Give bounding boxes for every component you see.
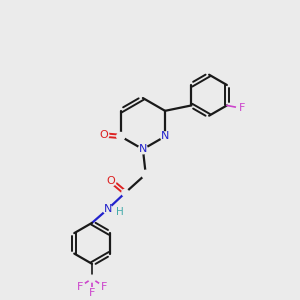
Text: O: O: [99, 130, 108, 140]
Text: H: H: [116, 207, 123, 217]
Text: N: N: [139, 144, 147, 154]
Circle shape: [98, 130, 109, 140]
Text: F: F: [89, 288, 95, 298]
Text: O: O: [107, 176, 116, 186]
Text: F: F: [238, 103, 245, 113]
Text: N: N: [161, 131, 169, 141]
Text: N: N: [103, 204, 112, 214]
Circle shape: [117, 132, 125, 140]
Text: F: F: [77, 282, 83, 292]
Circle shape: [142, 170, 150, 178]
Circle shape: [106, 176, 116, 186]
Circle shape: [87, 288, 97, 298]
Circle shape: [115, 208, 124, 216]
Circle shape: [160, 132, 169, 141]
Circle shape: [138, 145, 147, 154]
Circle shape: [99, 281, 109, 292]
Text: F: F: [101, 282, 107, 292]
Circle shape: [88, 275, 95, 282]
Circle shape: [103, 205, 112, 214]
Circle shape: [75, 281, 85, 292]
Circle shape: [122, 189, 129, 196]
Circle shape: [236, 103, 247, 113]
